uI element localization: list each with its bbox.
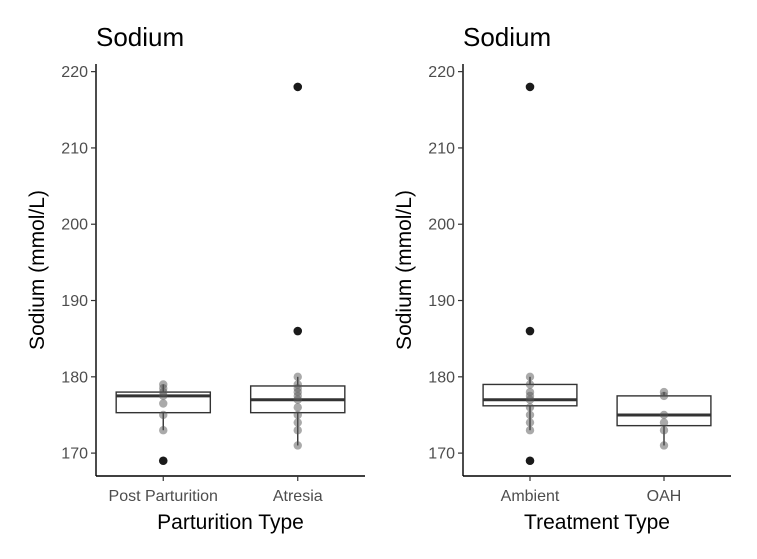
y-tick-label: 180 — [61, 369, 88, 386]
y-tick-label: 170 — [61, 446, 88, 463]
data-point — [293, 426, 302, 435]
data-point — [159, 410, 168, 420]
data-point — [293, 380, 302, 389]
x-tick-label: Atresia — [273, 488, 323, 505]
data-point — [159, 399, 168, 408]
data-point — [525, 418, 535, 427]
x-axis-title: Treatment Type — [524, 511, 670, 534]
outlier-point — [525, 326, 535, 336]
chart-panel-treatment: Sodium Sodium (mmol/L) Treatment Type 170 18… — [393, 22, 731, 534]
chart-panel-parturition: Sodium Sodium (mmol/L) Parturition Type 170… — [26, 22, 365, 534]
data-point — [525, 372, 535, 382]
outlier-point — [525, 456, 535, 466]
data-point — [293, 410, 302, 420]
data-point — [159, 380, 168, 389]
data-point — [659, 418, 669, 427]
y-tick-label: 200 — [428, 217, 455, 234]
outlier-point — [293, 82, 303, 92]
y-tick-label: 190 — [61, 293, 88, 310]
x-tick-label: OAH — [647, 488, 682, 505]
outlier-point — [525, 82, 535, 92]
y-tick-label: 200 — [61, 217, 88, 234]
data-point — [159, 426, 168, 435]
chart-title: Sodium — [96, 22, 184, 52]
data-point — [659, 387, 669, 397]
outlier-point — [293, 326, 303, 336]
data-point — [659, 426, 669, 435]
y-tick-label: 210 — [428, 140, 455, 157]
y-axis-title: Sodium (mmol/L) — [393, 190, 416, 350]
x-tick-label: Post Parturition — [109, 488, 218, 505]
data-point — [293, 418, 302, 427]
y-tick-label: 220 — [61, 64, 88, 81]
data-point — [525, 380, 535, 389]
data-point — [525, 387, 535, 397]
x-tick-label: Ambient — [501, 488, 560, 505]
y-axis-title: Sodium (mmol/L) — [26, 190, 49, 350]
data-point — [293, 403, 302, 412]
y-tick-label: 210 — [61, 140, 88, 157]
data-point — [525, 426, 535, 435]
data-point — [659, 410, 669, 420]
x-axis-title: Parturition Type — [157, 511, 304, 534]
data-point — [525, 410, 535, 420]
y-tick-label: 220 — [428, 64, 455, 81]
y-tick-label: 180 — [428, 369, 455, 386]
data-point — [293, 372, 302, 382]
outlier-point — [158, 456, 168, 466]
y-tick-label: 170 — [428, 446, 455, 463]
data-point — [293, 441, 302, 450]
y-tick-label: 190 — [428, 293, 455, 310]
data-point — [659, 441, 669, 450]
chart-title: Sodium — [463, 22, 551, 52]
data-point — [525, 403, 535, 412]
